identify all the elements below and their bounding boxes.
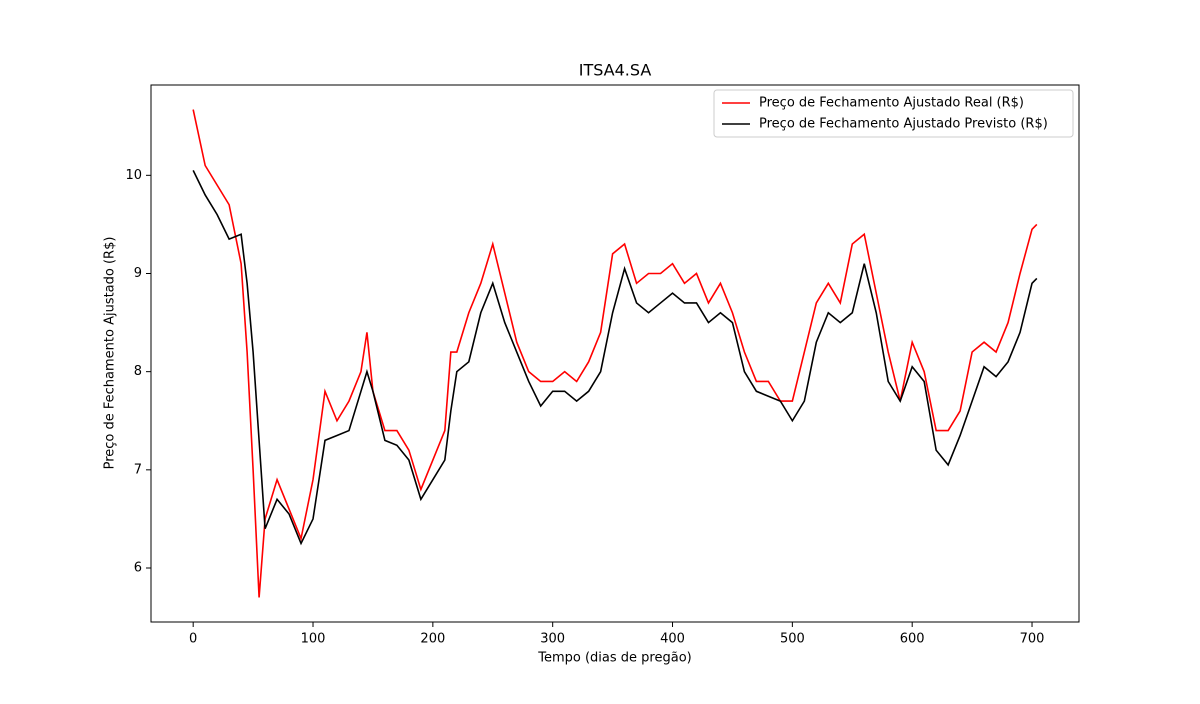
y-tick-label: 8 bbox=[134, 364, 142, 379]
y-tick-label: 9 bbox=[134, 266, 142, 281]
x-tick-label: 0 bbox=[189, 632, 197, 647]
y-tick-label: 10 bbox=[125, 168, 142, 183]
plot-frame bbox=[150, 84, 1080, 623]
x-tick-label: 500 bbox=[780, 632, 805, 647]
y-tick-label: 6 bbox=[134, 561, 142, 576]
x-tick-label: 300 bbox=[540, 632, 565, 647]
data-line bbox=[192, 109, 1038, 598]
legend-label: Preço de Fechamento Ajustado Previsto (R… bbox=[759, 117, 1048, 132]
x-tick-label: 600 bbox=[900, 632, 925, 647]
data-line bbox=[192, 170, 1038, 546]
legend-label: Preço de Fechamento Ajustado Real (R$) bbox=[759, 96, 1024, 111]
x-tick-label: 100 bbox=[301, 632, 326, 647]
chart-title: ITSA4.SA bbox=[579, 61, 652, 80]
x-tick-label: 700 bbox=[1020, 632, 1045, 647]
x-axis-label: Tempo (dias de pregão) bbox=[537, 651, 691, 666]
y-tick-label: 7 bbox=[134, 462, 142, 477]
legend-box bbox=[713, 89, 1074, 138]
x-tick-label: 400 bbox=[660, 632, 685, 647]
x-tick-label: 200 bbox=[420, 632, 445, 647]
y-axis-label: Preço de Fechamento Ajustado (R$) bbox=[103, 237, 118, 470]
